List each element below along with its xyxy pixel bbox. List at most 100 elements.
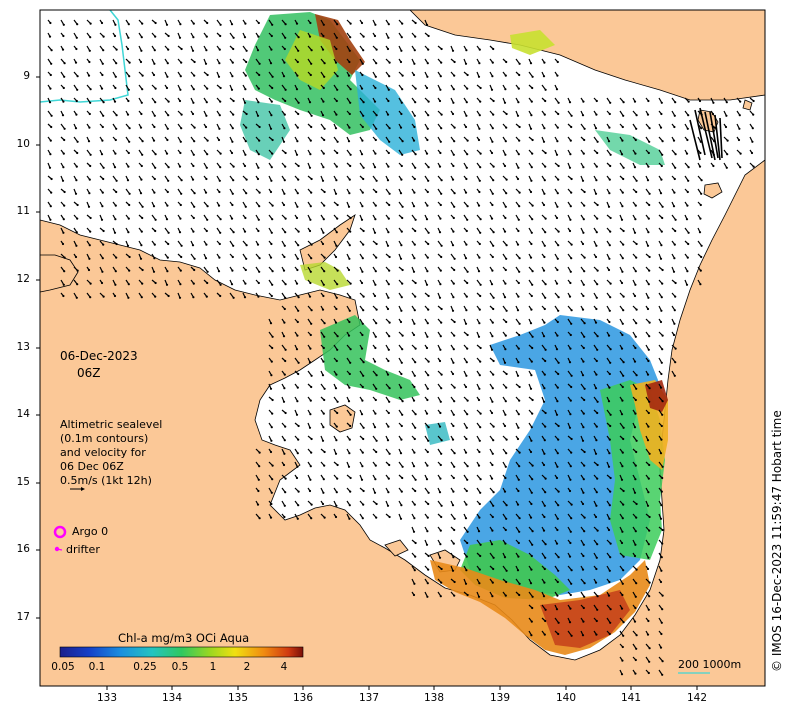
velocity-arrow-head: [505, 309, 508, 312]
velocity-arrow-head: [570, 374, 573, 377]
velocity-arrow-head: [505, 320, 508, 324]
velocity-arrow-head: [231, 127, 234, 130]
velocity-arrow-head: [427, 554, 430, 558]
velocity-arrow-head: [518, 257, 521, 260]
velocity-arrow-head: [557, 244, 560, 247]
velocity-arrow-head: [531, 530, 534, 533]
velocity-arrow-head: [608, 580, 611, 584]
velocity-arrow-head: [648, 140, 651, 143]
velocity-arrow-head: [477, 138, 481, 142]
velocity-arrow-head: [89, 296, 92, 299]
velocity-arrow-head: [570, 191, 573, 194]
velocity-arrow-head: [387, 411, 390, 415]
velocity-arrow-head: [699, 151, 702, 155]
velocity-arrow-head: [518, 322, 521, 325]
velocity-arrow-head: [490, 217, 494, 220]
velocity-arrow-head: [61, 48, 65, 51]
velocity-arrow-head: [505, 60, 508, 64]
velocity-arrow-head: [126, 179, 130, 182]
velocity-arrow-head: [257, 35, 260, 38]
velocity-arrow-head: [336, 283, 339, 286]
velocity-arrow-head: [401, 334, 404, 337]
velocity-arrow-head: [282, 203, 286, 207]
velocity-arrow-head: [439, 348, 442, 351]
velocity-arrow-head: [347, 140, 351, 143]
velocity-arrow-head: [166, 138, 169, 142]
velocity-arrow-head: [595, 556, 598, 559]
velocity-arrow-head: [595, 425, 598, 428]
velocity-arrow-head: [581, 439, 585, 442]
velocity-arrow-head: [334, 127, 338, 130]
velocity-arrow-head: [505, 517, 508, 520]
velocity-arrow-head: [594, 192, 598, 195]
velocity-arrow-head: [518, 139, 521, 142]
velocity-arrow-head: [517, 87, 520, 90]
velocity-arrow-head: [440, 373, 443, 376]
velocity-arrow-head: [284, 296, 287, 299]
velocity-arrow-head: [426, 530, 429, 533]
velocity-arrow-head: [453, 452, 456, 455]
velocity-arrow-head: [309, 270, 312, 273]
velocity-arrow-head: [647, 296, 650, 299]
velocity-arrow-head: [257, 295, 260, 298]
velocity-arrow-head: [621, 322, 624, 325]
velocity-arrow-head: [622, 489, 625, 493]
velocity-arrow-head: [361, 139, 364, 142]
velocity-arrow-head: [622, 309, 625, 312]
velocity-arrow-head: [465, 229, 468, 233]
velocity-arrow-head: [193, 74, 196, 77]
colorbar: [59, 646, 304, 658]
velocity-arrow-head: [361, 205, 364, 208]
velocity-arrow-head: [270, 502, 273, 506]
velocity-arrow-head: [518, 465, 521, 468]
velocity-arrow-head: [478, 374, 481, 377]
velocity-arrow-head: [88, 112, 91, 116]
velocity-arrow-head: [569, 607, 572, 610]
velocity-arrow-head: [621, 582, 624, 585]
velocity-arrow-head: [154, 281, 157, 285]
velocity-arrow-head: [361, 465, 364, 468]
velocity-arrow-head: [686, 204, 689, 207]
velocity-arrow-head: [608, 517, 611, 520]
velocity-arrow-head: [244, 153, 247, 156]
velocity-arrow-head: [648, 335, 651, 338]
velocity-arrow-head: [570, 582, 573, 585]
velocity-arrow-head: [633, 620, 637, 623]
velocity-arrow-head: [49, 21, 52, 25]
velocity-arrow-head: [349, 476, 352, 480]
velocity-arrow-head: [414, 541, 417, 545]
velocity-arrow-head: [232, 179, 235, 182]
velocity-arrow-head: [686, 127, 689, 130]
velocity-arrow-head: [518, 385, 521, 389]
velocity-arrow-head: [542, 203, 546, 207]
velocity-arrow-head: [634, 152, 637, 155]
lat-tick-marks: [36, 76, 40, 619]
velocity-arrow-head: [478, 387, 481, 390]
velocity-arrow-head: [295, 348, 299, 351]
velocity-arrow-head: [321, 374, 325, 377]
velocity-arrow-head: [282, 75, 286, 78]
velocity-arrow-head: [660, 424, 663, 428]
velocity-arrow-head: [414, 229, 417, 233]
velocity-arrow-head: [127, 36, 130, 39]
velocity-arrow-head: [101, 257, 104, 260]
velocity-arrow-head: [387, 217, 390, 220]
velocity-arrow-head: [660, 101, 663, 104]
velocity-arrow-head: [374, 270, 377, 273]
velocity-arrow-head: [582, 360, 585, 363]
velocity-arrow-head: [478, 127, 481, 130]
velocity-arrow-head: [204, 191, 208, 194]
velocity-arrow-head: [217, 204, 221, 207]
velocity-arrow-head: [243, 230, 247, 233]
velocity-arrow-head: [477, 464, 481, 467]
velocity-arrow-head: [647, 151, 650, 155]
velocity-arrow-head: [296, 465, 299, 468]
velocity-arrow-head: [310, 437, 313, 441]
velocity-arrow-head: [531, 464, 534, 467]
velocity-arrow-head: [465, 569, 468, 572]
velocity-arrow-head: [362, 49, 365, 52]
velocity-arrow-head: [322, 491, 325, 494]
velocity-arrow-head: [283, 192, 286, 195]
velocity-arrow-head: [453, 517, 456, 520]
velocity-arrow-head: [596, 477, 599, 480]
